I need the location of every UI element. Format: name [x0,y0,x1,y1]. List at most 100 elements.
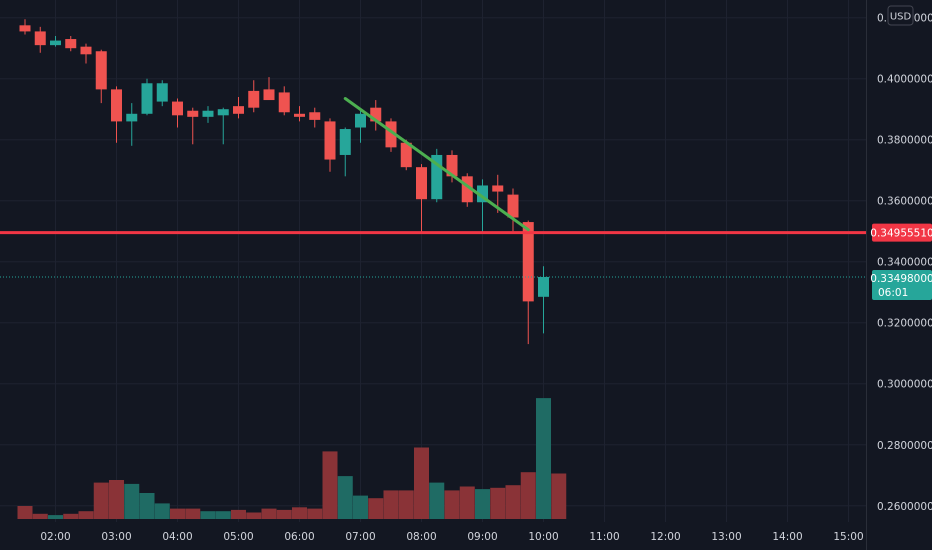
candle-body [187,110,199,117]
candle[interactable] [65,35,77,52]
candle[interactable] [141,78,153,116]
candle-body [538,276,549,297]
volume-bar [185,508,201,519]
volume-bar [78,511,94,519]
volume-bar [63,513,79,519]
usd-currency-button[interactable]: USD [887,5,914,26]
candle[interactable] [172,98,183,128]
candle[interactable] [522,220,534,345]
candle[interactable] [477,179,488,233]
volume-bar [536,398,551,519]
last-price-label: 0.33498000 [870,273,932,285]
candle[interactable] [202,106,214,123]
usd-currency-label: USD [890,12,912,23]
candle[interactable] [324,118,336,172]
volume-bar [231,509,246,519]
price-axis[interactable]: 0.420000000.400000000.380000000.36000000… [866,0,932,550]
candle-body [400,142,412,168]
time-tick-label: 02:00 [40,531,70,543]
volume-bar [307,508,323,519]
time-tick-label: 15:00 [833,531,863,543]
candle[interactable] [461,173,473,207]
candle[interactable] [431,148,443,203]
volume-bar [154,503,170,519]
candle[interactable] [278,86,290,116]
volume-bars [17,398,567,519]
candle[interactable] [385,118,397,152]
horizontal-line-price-label: 0.34955510 [870,228,932,240]
candle[interactable] [263,77,275,101]
time-tick-label: 06:00 [284,531,314,543]
candle-body [522,222,534,302]
candle-body [431,154,443,200]
candle-body [156,83,168,102]
candle[interactable] [217,107,229,145]
time-tick-label: 08:00 [406,531,436,543]
candle-body [294,113,305,117]
volume-bar [383,490,399,519]
bar-countdown-label: 06:01 [878,287,908,299]
volume-bar [337,476,353,519]
candle-body [355,113,366,128]
volume-bar [368,498,384,519]
candle-body [492,185,504,192]
volume-bar [200,511,216,519]
time-tick-label: 14:00 [772,531,802,543]
candlesticks[interactable] [19,19,550,345]
horizontal-line-price-tag: 0.34955510 [870,223,932,242]
candle[interactable] [416,164,427,233]
candle[interactable] [34,26,46,53]
trend-line[interactable] [343,97,530,232]
volume-bar [429,482,445,519]
drawing-overlays[interactable] [0,97,866,278]
volume-bar [17,506,33,519]
volume-bar [398,490,414,519]
candle[interactable] [507,188,519,232]
volume-bar [261,508,277,519]
volume-bar [444,490,460,519]
time-tick-label: 03:00 [101,531,131,543]
candle[interactable] [19,19,31,35]
candle-body [233,106,244,114]
volume-bar [139,493,155,519]
time-tick-label: 11:00 [589,531,619,543]
candle[interactable] [248,80,260,113]
candle[interactable] [309,107,321,128]
candle-body [80,46,92,55]
candle-body [141,83,153,114]
time-tick-label: 07:00 [345,531,375,543]
candle[interactable] [50,35,61,47]
candle[interactable] [400,139,412,171]
candle-body [370,107,382,122]
candle[interactable] [355,110,366,143]
candle[interactable] [294,106,305,122]
volume-bar [353,495,368,519]
time-tick-label: 10:00 [528,531,558,543]
volume-bar [48,515,63,519]
candle[interactable] [80,43,92,64]
last-price-tag: 0.33498000 06:01 [870,270,932,301]
candle[interactable] [95,49,107,104]
volume-bar [520,472,536,519]
candle-body [202,110,214,117]
candle[interactable] [126,103,138,146]
candle[interactable] [370,100,382,131]
candle[interactable] [339,127,351,177]
time-axis[interactable]: 02:00 03:00 04:00 05:00 06:00 07:00 08:00 09:00… [40,531,863,543]
candle[interactable] [446,150,458,183]
candle-body [461,176,473,203]
candle[interactable] [233,97,244,119]
time-tick-label: 05:00 [223,531,253,543]
time-tick-label: 04:00 [162,531,192,543]
candle[interactable] [111,86,122,143]
candle[interactable] [187,107,199,145]
candle-body [263,89,275,101]
candle-body [19,25,31,32]
volume-bar [475,489,490,519]
candle[interactable] [156,80,168,107]
